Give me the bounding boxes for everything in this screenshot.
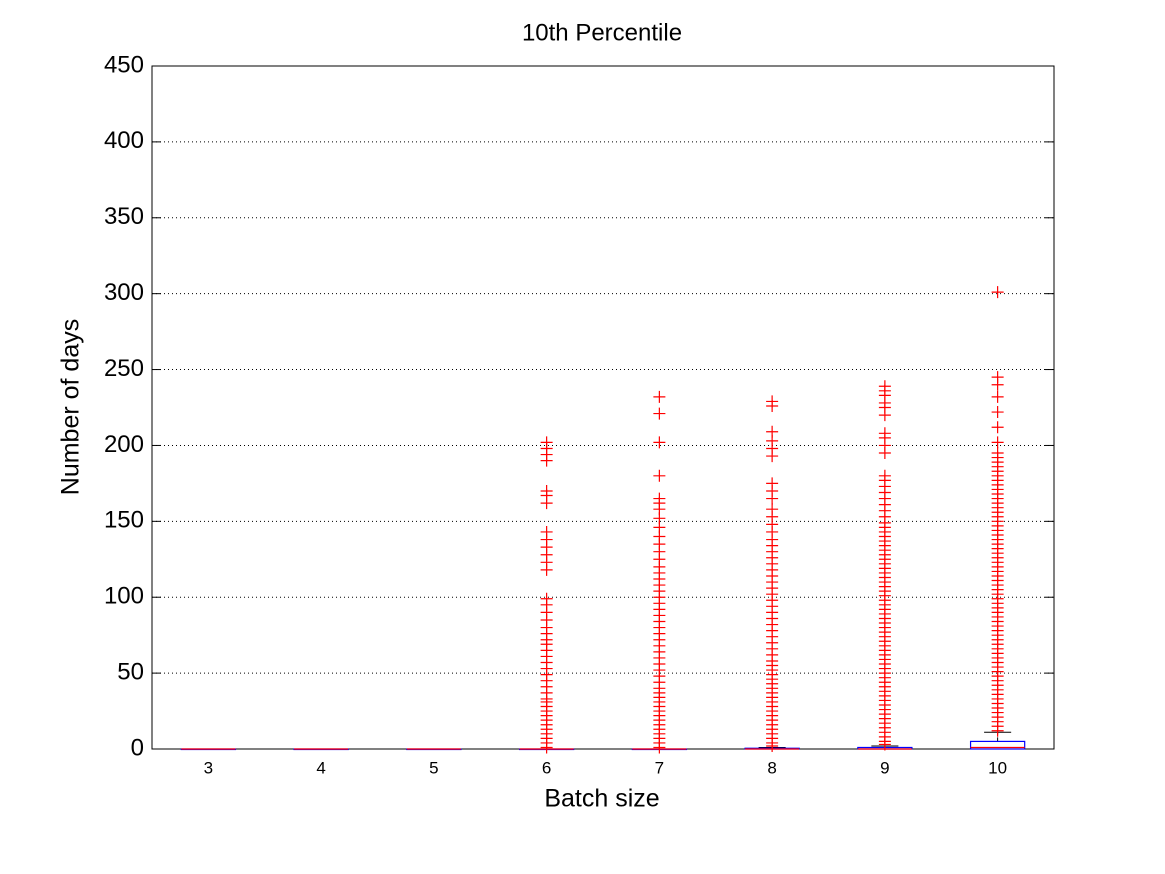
- x-tick-label: 10: [988, 758, 1007, 777]
- y-tick-label: 450: [104, 51, 144, 78]
- outlier: [991, 371, 1004, 384]
- outlier: [540, 525, 553, 538]
- x-tick-label: 8: [767, 758, 776, 777]
- y-tick-label: 0: [131, 734, 144, 761]
- outlier: [766, 395, 779, 408]
- outlier: [766, 477, 779, 490]
- x-tick-label: 9: [880, 758, 889, 777]
- outlier: [540, 436, 553, 449]
- outlier: [878, 469, 891, 482]
- outlier: [653, 492, 666, 505]
- x-tick-label: 3: [204, 758, 213, 777]
- box: [969, 740, 1026, 750]
- outlier: [540, 484, 553, 497]
- y-tick-label: 250: [104, 355, 144, 382]
- outlier: [878, 427, 891, 440]
- outlier: [878, 380, 891, 393]
- y-tick-label: 150: [104, 507, 144, 534]
- y-tick-label: 50: [117, 658, 144, 685]
- y-axis-label: Number of days: [57, 319, 85, 495]
- outlier: [766, 503, 779, 516]
- x-tick-label: 5: [429, 758, 438, 777]
- y-tick-label: 100: [104, 583, 144, 610]
- outlier: [991, 447, 1004, 460]
- x-tick-label: 4: [316, 758, 325, 777]
- plot-frame: [151, 65, 1055, 750]
- x-axis-label: Batch size: [544, 785, 659, 813]
- outlier: [991, 421, 1004, 434]
- outlier: [991, 390, 1004, 403]
- outlier: [653, 390, 666, 403]
- outlier: [991, 436, 1004, 449]
- outlier: [991, 286, 1004, 299]
- x-tick-label: 7: [655, 758, 664, 777]
- y-tick-label: 400: [104, 127, 144, 154]
- outlier: [766, 425, 779, 438]
- x-tick-label: 6: [542, 758, 551, 777]
- outlier: [653, 407, 666, 420]
- y-tick-label: 300: [104, 279, 144, 306]
- outlier: [991, 406, 1004, 419]
- y-tick-label: 200: [104, 431, 144, 458]
- y-tick-label: 350: [104, 203, 144, 230]
- outlier: [653, 436, 666, 449]
- outlier: [653, 469, 666, 482]
- chart-title: 10th Percentile: [522, 19, 682, 46]
- outlier: [540, 592, 553, 605]
